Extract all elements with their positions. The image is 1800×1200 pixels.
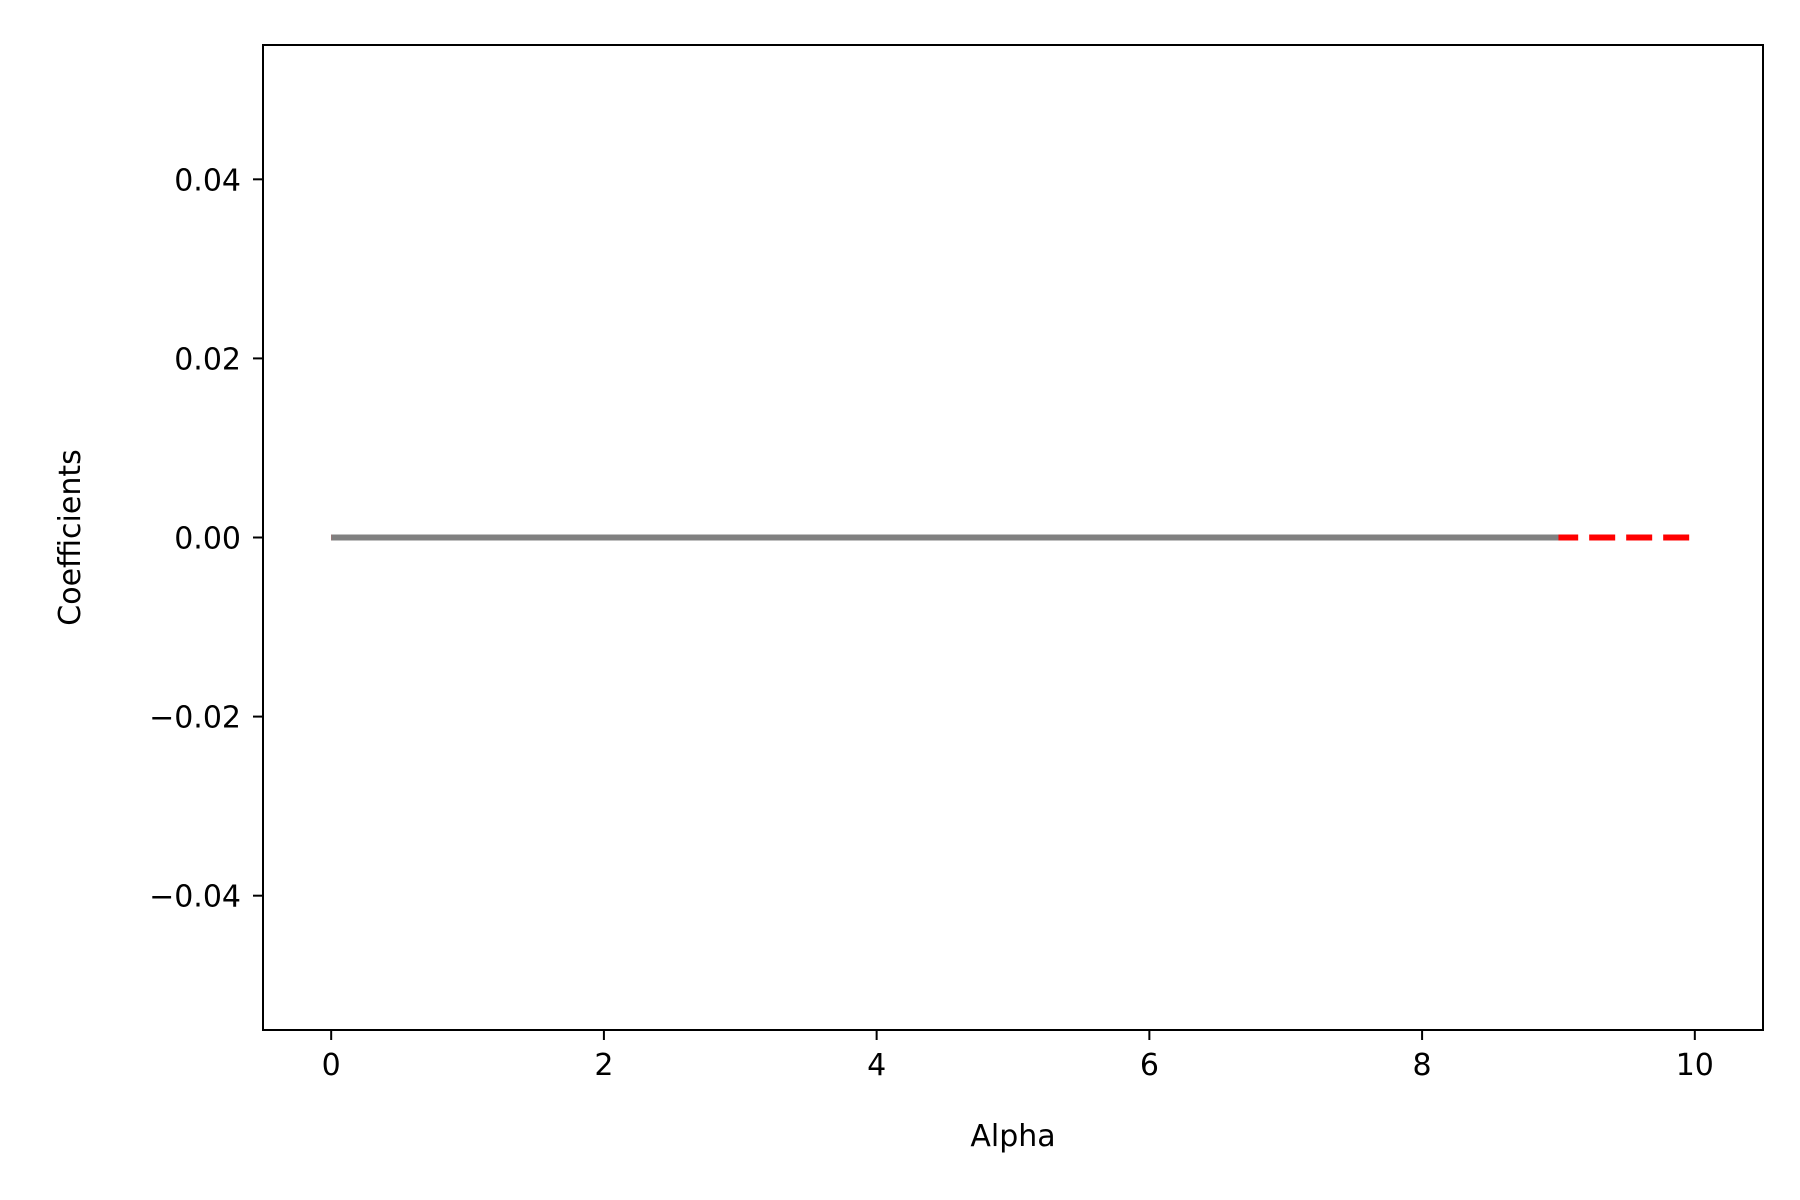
x-tick-label: 4	[867, 1048, 886, 1083]
y-tick-label: −0.02	[149, 701, 241, 736]
x-tick-label: 0	[322, 1048, 341, 1083]
x-ticks: 0 2 4 6 8 10	[322, 1030, 1714, 1083]
y-tick-label: 0.00	[174, 522, 241, 557]
y-axis-label: Coefficients	[53, 449, 88, 625]
x-tick-label: 10	[1676, 1048, 1714, 1083]
y-tick-label: 0.04	[174, 163, 241, 198]
x-tick-label: 2	[594, 1048, 613, 1083]
y-tick-label: 0.02	[174, 342, 241, 377]
y-ticks: −0.04 −0.02 0.00 0.02 0.04	[149, 163, 263, 915]
x-axis-label: Alpha	[970, 1119, 1055, 1154]
y-tick-label: −0.04	[149, 880, 241, 915]
x-tick-label: 8	[1413, 1048, 1432, 1083]
x-tick-label: 6	[1140, 1048, 1159, 1083]
